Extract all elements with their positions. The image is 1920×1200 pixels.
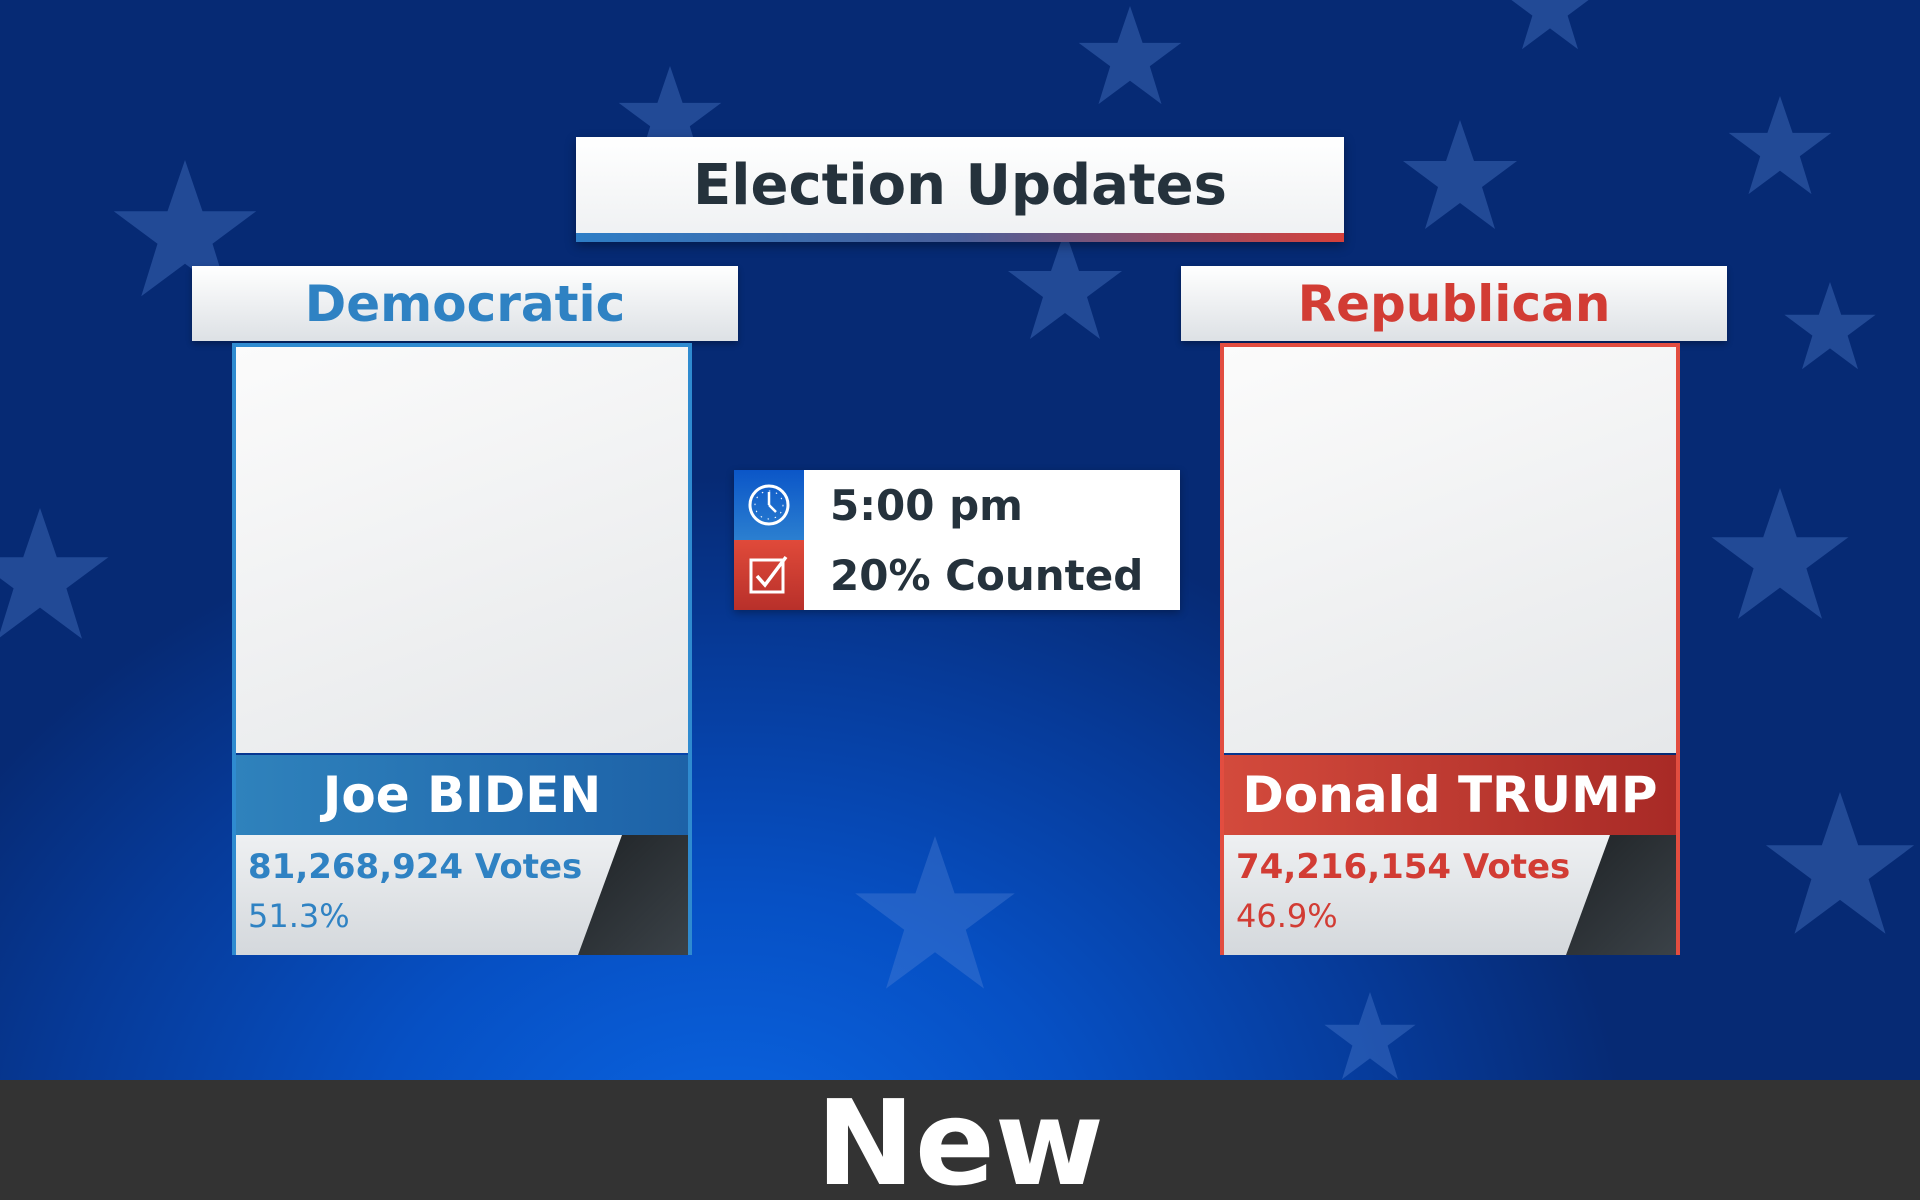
vote-count: 81,268,924 Votes: [248, 847, 583, 887]
counted-text: 20% Counted: [830, 550, 1144, 600]
vote-percent: 51.3%: [248, 897, 350, 935]
party-header-republican: Republican: [1181, 266, 1727, 341]
vote-percent: 46.9%: [1236, 897, 1338, 935]
vote-count: 74,216,154 Votes: [1236, 847, 1571, 887]
party-header-democratic: Democratic: [192, 266, 738, 341]
candidate-name: Donald TRUMP: [1224, 755, 1676, 835]
candidate-photo-placeholder: [1224, 347, 1676, 753]
candidate-card-democratic: Joe BIDEN 81,268,924 Votes 51.3%: [232, 343, 692, 955]
count-info-box: 5:00 pm 20% Counted: [734, 470, 1180, 610]
stats-accent: [578, 835, 688, 955]
checkbox-icon: [734, 540, 804, 610]
counted-row: 20% Counted: [734, 540, 1180, 610]
title-banner: Election Updates: [576, 137, 1344, 242]
candidate-name: Joe BIDEN: [236, 755, 688, 835]
bottom-bar: New: [0, 1080, 1920, 1200]
candidate-card-republican: Donald TRUMP 74,216,154 Votes 46.9%: [1220, 343, 1680, 955]
bottom-bar-label: New: [816, 1080, 1104, 1200]
time-text: 5:00 pm: [830, 480, 1023, 530]
candidate-photo-placeholder: [236, 347, 688, 753]
title-stripe: [576, 233, 1344, 242]
stats-accent: [1566, 835, 1676, 955]
page-title: Election Updates: [693, 153, 1227, 218]
time-row: 5:00 pm: [734, 470, 1180, 540]
candidate-stats: 81,268,924 Votes 51.3%: [236, 835, 688, 955]
candidate-stats: 74,216,154 Votes 46.9%: [1224, 835, 1676, 955]
clock-icon: [734, 470, 804, 540]
